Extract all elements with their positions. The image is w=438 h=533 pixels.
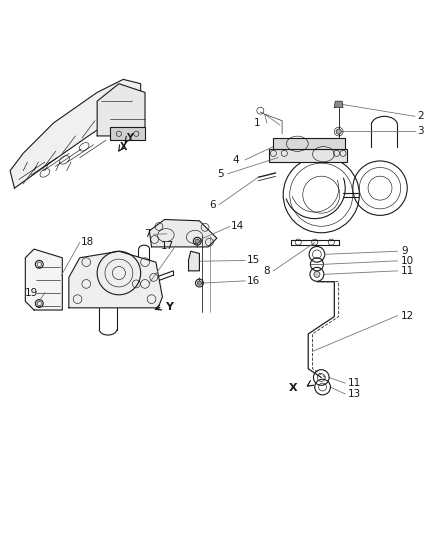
Text: 1: 1: [254, 118, 260, 128]
Polygon shape: [269, 149, 347, 162]
Text: 11: 11: [347, 378, 360, 388]
Text: 4: 4: [233, 155, 240, 165]
Polygon shape: [97, 84, 145, 136]
Circle shape: [314, 271, 320, 277]
Text: 13: 13: [347, 389, 360, 399]
Circle shape: [195, 239, 199, 244]
Text: 18: 18: [81, 237, 94, 247]
Polygon shape: [273, 138, 345, 149]
Circle shape: [197, 281, 201, 285]
Polygon shape: [149, 220, 217, 247]
Text: 10: 10: [401, 256, 414, 266]
Text: 7: 7: [144, 229, 150, 239]
Text: X: X: [120, 142, 127, 152]
Text: 6: 6: [209, 200, 215, 209]
Polygon shape: [10, 79, 141, 188]
Text: 19: 19: [25, 288, 39, 297]
Text: 11: 11: [401, 266, 414, 276]
Polygon shape: [334, 101, 343, 108]
Text: 2: 2: [417, 111, 424, 122]
Text: 14: 14: [231, 221, 244, 231]
Polygon shape: [69, 251, 162, 308]
Polygon shape: [188, 251, 199, 271]
Text: 9: 9: [401, 246, 407, 256]
Text: 12: 12: [401, 311, 414, 321]
Text: X: X: [289, 383, 297, 393]
Text: 15: 15: [247, 255, 260, 265]
Text: 5: 5: [217, 169, 223, 179]
Text: 8: 8: [263, 266, 270, 276]
Circle shape: [336, 129, 341, 134]
Text: 3: 3: [417, 126, 424, 136]
Text: Y: Y: [126, 133, 133, 143]
Polygon shape: [110, 127, 145, 140]
Text: 16: 16: [247, 276, 260, 286]
Text: 17: 17: [161, 240, 174, 251]
Text: Y: Y: [165, 302, 173, 312]
Polygon shape: [25, 249, 62, 310]
